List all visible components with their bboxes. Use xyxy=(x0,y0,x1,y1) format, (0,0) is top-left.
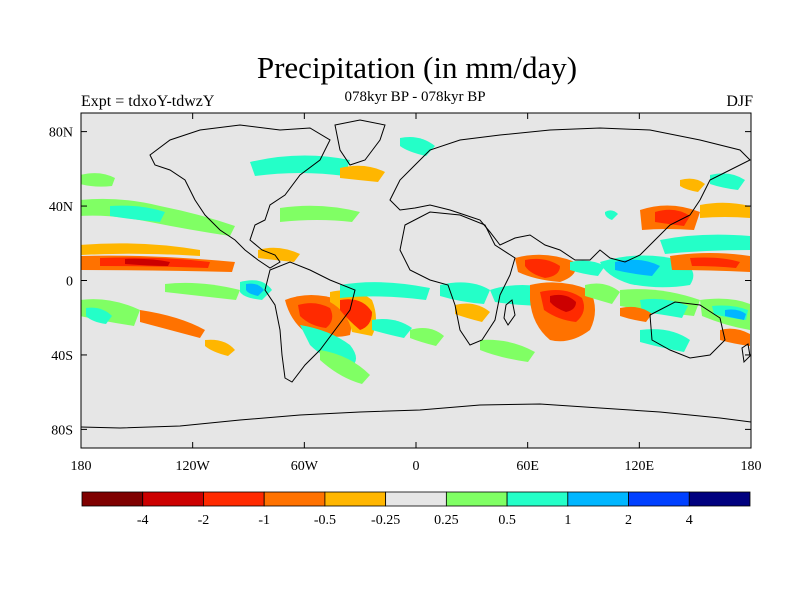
anomaly-patch xyxy=(640,298,688,318)
coastline-greenland xyxy=(334,119,386,166)
colorbar-swatch xyxy=(385,491,447,507)
anomaly-patch xyxy=(700,202,750,218)
colorbar-label: 0.5 xyxy=(498,513,516,528)
anomaly-patch xyxy=(525,258,560,278)
lon-label: 180 xyxy=(741,459,762,474)
anomaly-patch xyxy=(81,243,200,256)
coastlines xyxy=(81,119,751,429)
anomaly-patch xyxy=(550,294,576,312)
coastline-north-america xyxy=(149,124,331,269)
lon-label: 120E xyxy=(625,459,655,474)
anomaly-patch xyxy=(410,328,444,346)
anomaly-patch xyxy=(110,205,165,222)
anomaly-patch xyxy=(298,303,333,328)
anomaly-patch xyxy=(205,339,235,356)
coastline-madagascar xyxy=(503,299,516,326)
anomaly-patch xyxy=(165,282,240,300)
anomaly-patch xyxy=(690,257,740,268)
lon-label: 120W xyxy=(176,459,211,474)
colorbar-label: 2 xyxy=(625,513,632,528)
lon-label: 180 xyxy=(71,459,92,474)
anomaly-patch xyxy=(655,209,690,226)
anomaly-patch xyxy=(246,283,264,296)
colorbar-swatch xyxy=(324,491,387,507)
anomaly-patch xyxy=(640,329,690,352)
season-label: DJF xyxy=(726,93,753,110)
anomaly-patch xyxy=(660,234,750,254)
colorbar-swatch xyxy=(81,491,144,507)
anomaly-fields xyxy=(81,137,750,384)
anomaly-patch xyxy=(720,328,750,346)
colorbar-swatch xyxy=(688,491,751,507)
coastline-south-america xyxy=(264,261,356,383)
coastline-new-zealand xyxy=(741,343,751,364)
anomaly-patch xyxy=(81,299,140,326)
map-axes: 80N 40N 0 40S 80S 180 120W 60W 0 60E 120E 180 xyxy=(49,113,762,474)
coastline-africa xyxy=(399,211,516,346)
anomaly-patch xyxy=(725,309,746,320)
anomaly-patch xyxy=(680,178,705,192)
colorbar-label: 1 xyxy=(564,513,571,528)
anomaly-patch xyxy=(125,258,170,266)
colorbar-swatch xyxy=(203,491,265,507)
colorbar-label: 0.25 xyxy=(434,513,459,528)
coastline-australia xyxy=(649,301,726,359)
colorbar-label: -2 xyxy=(198,513,210,528)
anomaly-patch xyxy=(455,303,490,322)
colorbar-swatch xyxy=(567,491,629,507)
coastline-eurasia xyxy=(389,127,751,263)
lat-label: 40S xyxy=(51,349,73,364)
colorbar-label: -4 xyxy=(137,513,149,528)
colorbar-swatch xyxy=(445,491,508,507)
lon-label: 60E xyxy=(516,459,539,474)
colorbar-label: -0.5 xyxy=(314,513,336,528)
anomaly-patch xyxy=(81,173,115,187)
anomaly-patch xyxy=(340,165,385,182)
colorbar-swatch xyxy=(263,491,326,507)
anomaly-patch xyxy=(340,282,430,300)
colorbar-swatch xyxy=(506,491,569,507)
colorbar-label: -0.25 xyxy=(371,513,400,528)
anomaly-patch xyxy=(250,155,350,176)
lat-label: 40N xyxy=(49,200,73,215)
anomaly-patch xyxy=(320,350,370,384)
lat-label: 0 xyxy=(66,275,73,290)
anomaly-patch xyxy=(605,210,618,220)
lat-label: 80S xyxy=(51,423,73,438)
coastline-antarctica xyxy=(81,403,751,429)
colorbar-swatch xyxy=(142,491,204,507)
map-title: Precipitation (in mm/day) xyxy=(256,50,578,85)
experiment-label: Expt = tdxoY-tdwzY xyxy=(81,93,215,110)
anomaly-patch xyxy=(620,306,652,322)
anomaly-patch xyxy=(480,339,535,362)
anomaly-patch xyxy=(280,205,360,222)
colorbar-label: -1 xyxy=(258,513,270,528)
lon-label: 60W xyxy=(291,459,319,474)
anomaly-patch xyxy=(710,173,745,190)
anomaly-patch xyxy=(615,259,660,276)
anomaly-patch xyxy=(372,319,412,338)
anomaly-patch xyxy=(340,299,372,330)
lat-label: 80N xyxy=(49,126,73,141)
anomaly-patch xyxy=(86,307,112,324)
anomaly-patch xyxy=(400,137,435,156)
anomaly-patch xyxy=(140,310,205,338)
anomaly-patch xyxy=(570,260,605,276)
colorbar: -4 -2 -1 -0.5 -0.25 0.25 0.5 1 2 4 xyxy=(81,491,751,528)
anomaly-patch xyxy=(258,247,300,262)
colorbar-swatch xyxy=(628,491,690,507)
map-subtitle: 078kyr BP - 078kyr BP xyxy=(344,89,486,105)
anomaly-patch xyxy=(585,283,620,304)
lon-label: 0 xyxy=(413,459,420,474)
colorbar-label: 4 xyxy=(686,513,693,528)
